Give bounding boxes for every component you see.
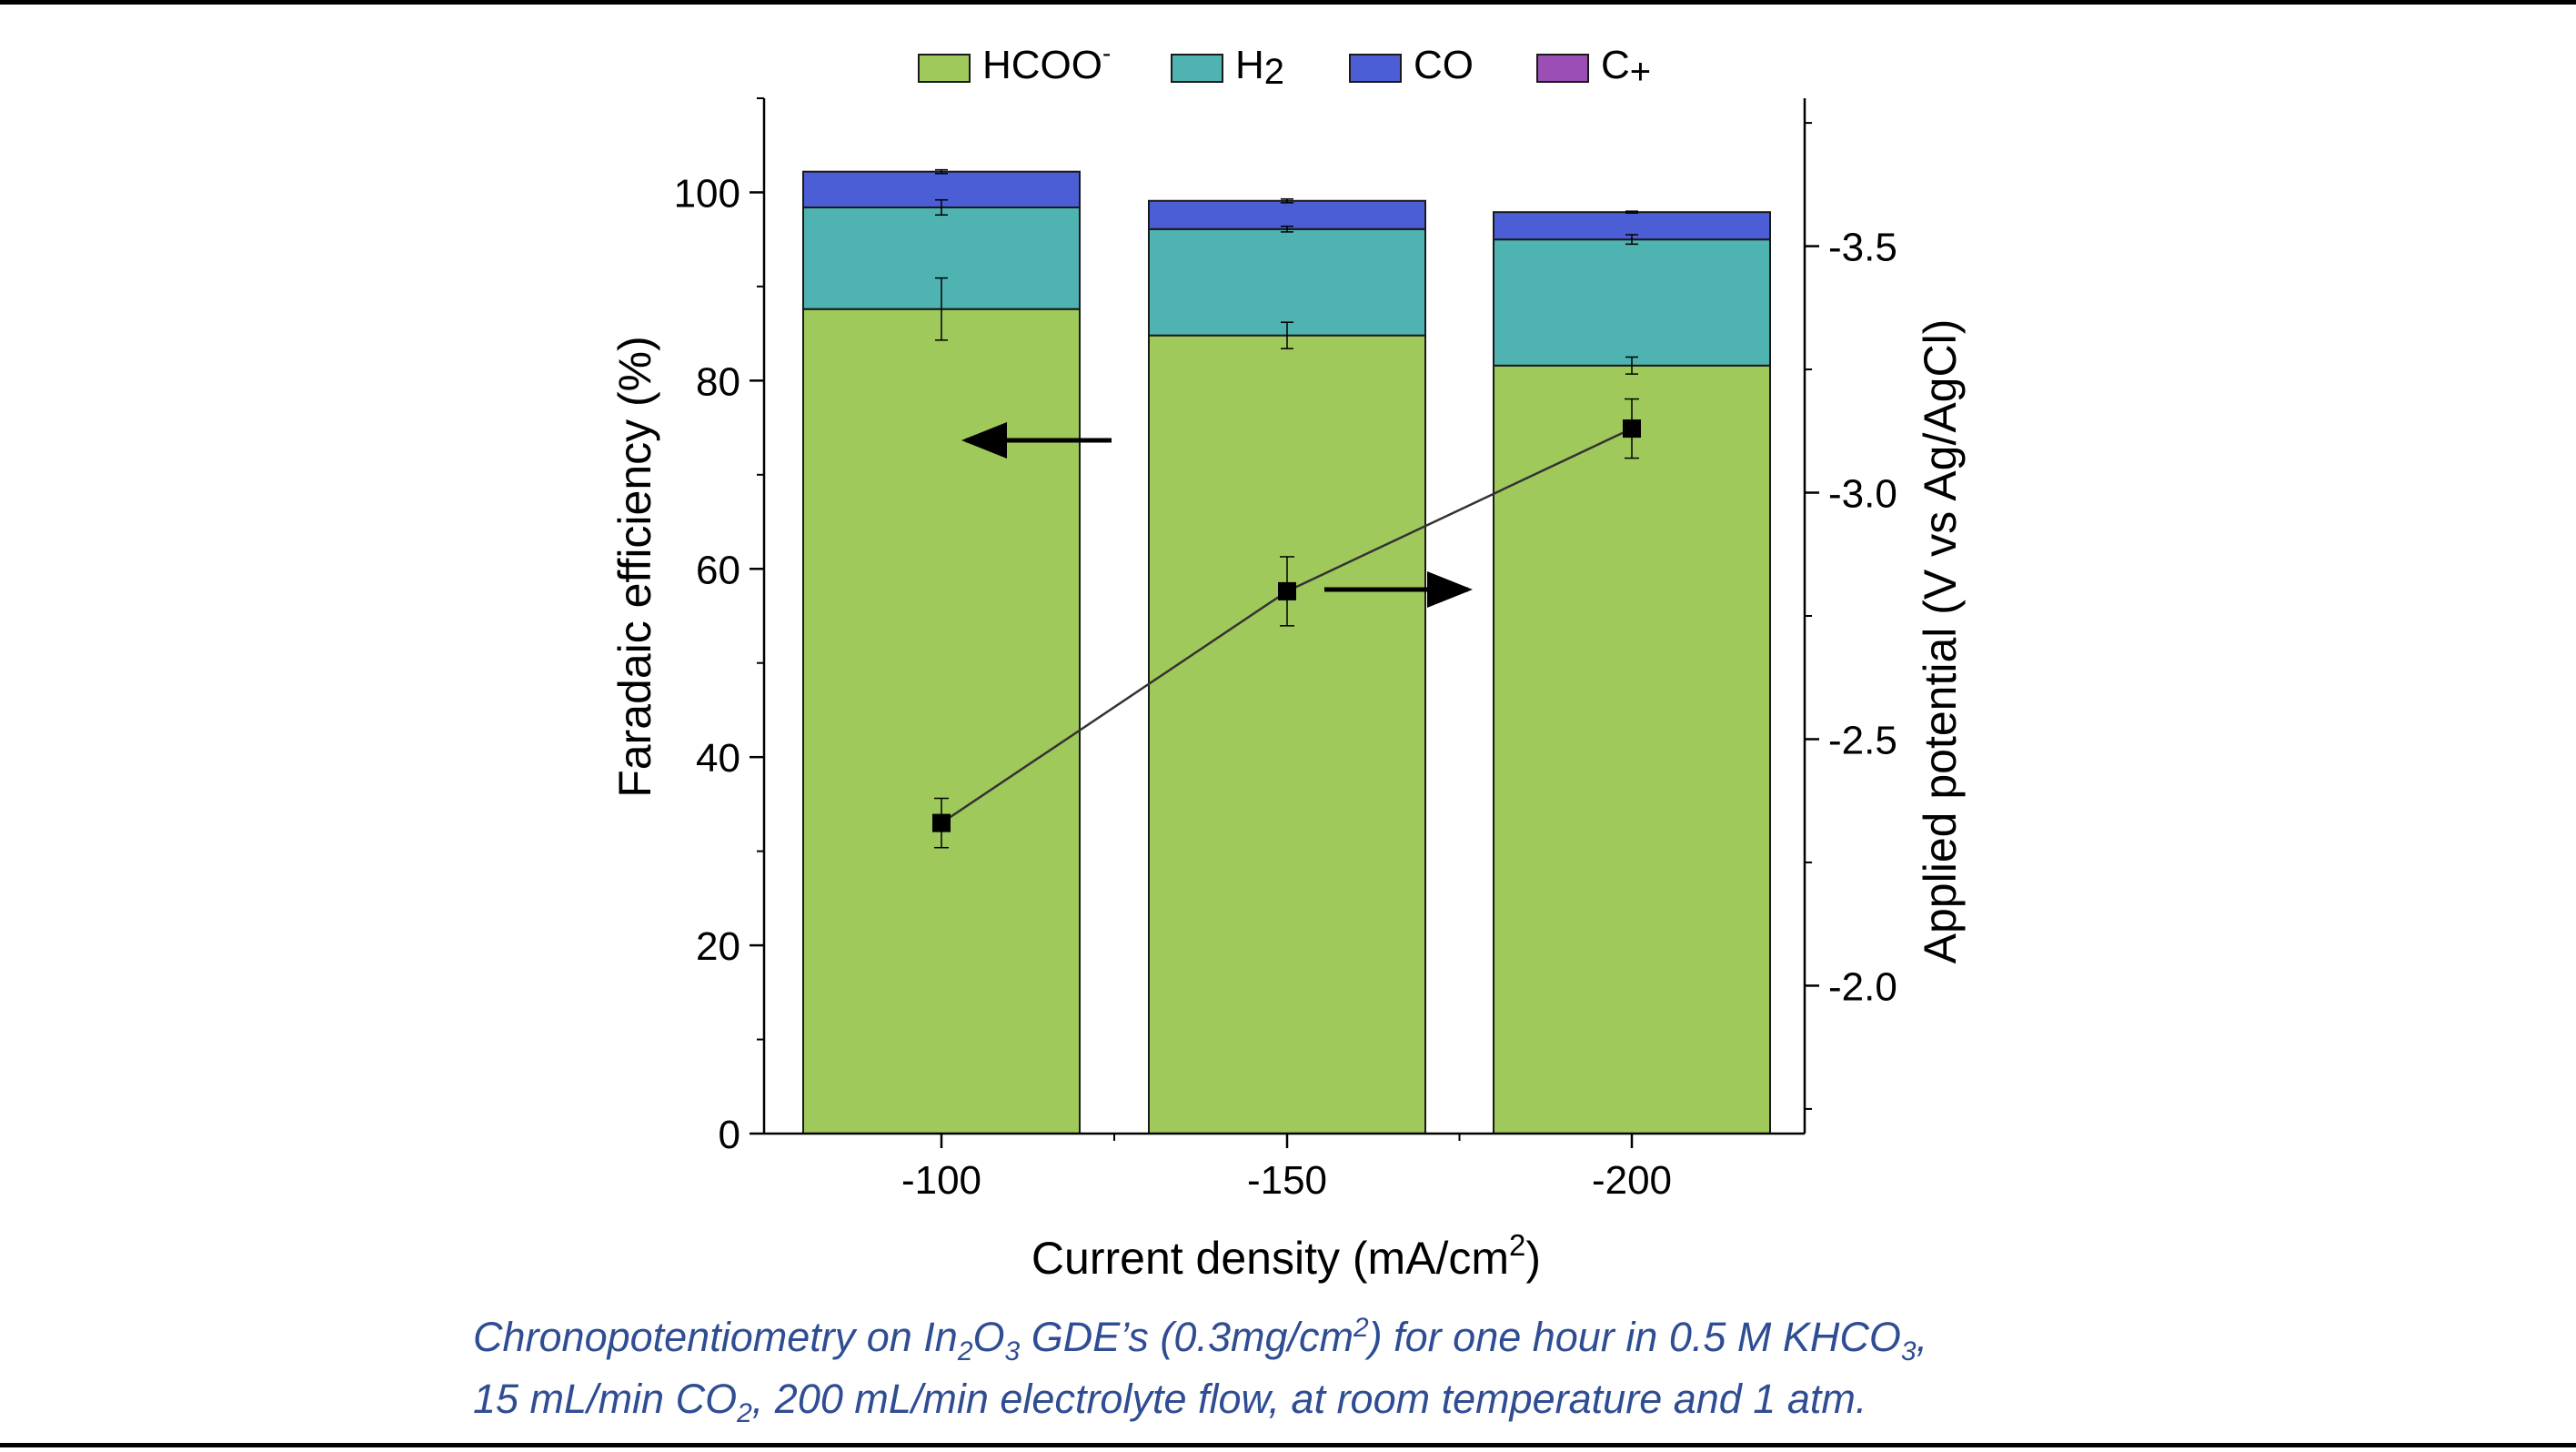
error-bar-2-1: [1281, 197, 1293, 204]
axes: 0 20 40 60 80 100 -2.0 -2.5 -3.0 -3.5 -100 -150 -200: [674, 97, 1897, 1203]
stacked-bars: [802, 170, 1771, 1135]
bar-hcoo-2: [1493, 364, 1771, 1134]
error-bar-1-2: [1625, 234, 1638, 246]
legend-label-co: CO: [1414, 43, 1474, 87]
top-rule: [0, 0, 2576, 5]
x-axis-label: Current density (mA/cm2): [1031, 1228, 1541, 1284]
bar-h2-1: [1148, 227, 1426, 337]
y-tick-label-80: 80: [696, 359, 740, 404]
y2-axis-label: Applied potential (V vs Ag/AgCl): [1915, 319, 1966, 964]
legend-swatch-hcoo: [918, 54, 971, 83]
legend-swatch-co: [1349, 54, 1402, 83]
y-axis-label: Faradaic efficiency (%): [609, 336, 660, 798]
x-tick-label-2: -200: [1592, 1158, 1672, 1203]
x-axis-label-main: Current density (mA/cm: [1031, 1233, 1509, 1284]
y-tick-label-40: 40: [696, 736, 740, 781]
error-bar-2-0: [935, 168, 948, 175]
bar-co-1: [1148, 199, 1426, 230]
error-bar-1-0: [935, 198, 948, 217]
potential-marker-2: [1623, 419, 1641, 439]
y2-tick-label--2: -2.0: [1828, 964, 1897, 1009]
y-tick-label-60: 60: [696, 548, 740, 592]
bar-error-bars: [935, 168, 1638, 375]
error-bar-0-0: [935, 277, 948, 341]
potential-marker-0: [932, 813, 951, 832]
error-bar-0-2: [1625, 356, 1638, 375]
legend: HCOO- H2 CO C+: [918, 39, 1651, 92]
bar-hcoo-0: [802, 308, 1081, 1135]
caption-line-1: Chronopotentiometry on In2O3 GDE’s (0.3m…: [473, 1313, 1928, 1366]
x-axis-label-close: ): [1525, 1233, 1541, 1284]
bar-hcoo-1: [1148, 334, 1426, 1134]
x-axis-label-sup: 2: [1509, 1228, 1525, 1262]
legend-label-c: C+: [1601, 43, 1651, 92]
y-tick-label-0: 0: [719, 1113, 740, 1157]
x-tick-label-0: -100: [901, 1158, 981, 1203]
legend-swatch-h2: [1171, 54, 1223, 83]
y2-tick-label--3.5: -3.5: [1828, 226, 1897, 270]
potential-series: [932, 398, 1641, 849]
y-tick-label-20: 20: [696, 924, 740, 969]
bottom-rule: [0, 1443, 2576, 1447]
error-bar-1-1: [1281, 225, 1293, 233]
caption-line-2: 15 mL/min CO2, 200 mL/min electrolyte fl…: [473, 1376, 1867, 1428]
y-tick-label-100: 100: [674, 171, 740, 216]
error-bar-2-2: [1625, 210, 1638, 214]
bar-h2-2: [1493, 238, 1771, 367]
legend-label-hcoo: HCOO-: [982, 39, 1111, 87]
error-bar-0-1: [1281, 321, 1293, 349]
y2-tick-label--3: -3.0: [1828, 472, 1897, 517]
x-tick-label-1: -150: [1247, 1158, 1327, 1203]
legend-swatch-c: [1536, 54, 1589, 83]
y2-tick-label--2.5: -2.5: [1828, 718, 1897, 762]
figure-caption: Chronopotentiometry on In2O3 GDE’s (0.3m…: [473, 1306, 2292, 1430]
potential-marker-1: [1278, 581, 1296, 600]
legend-label-h2: H2: [1235, 43, 1284, 92]
